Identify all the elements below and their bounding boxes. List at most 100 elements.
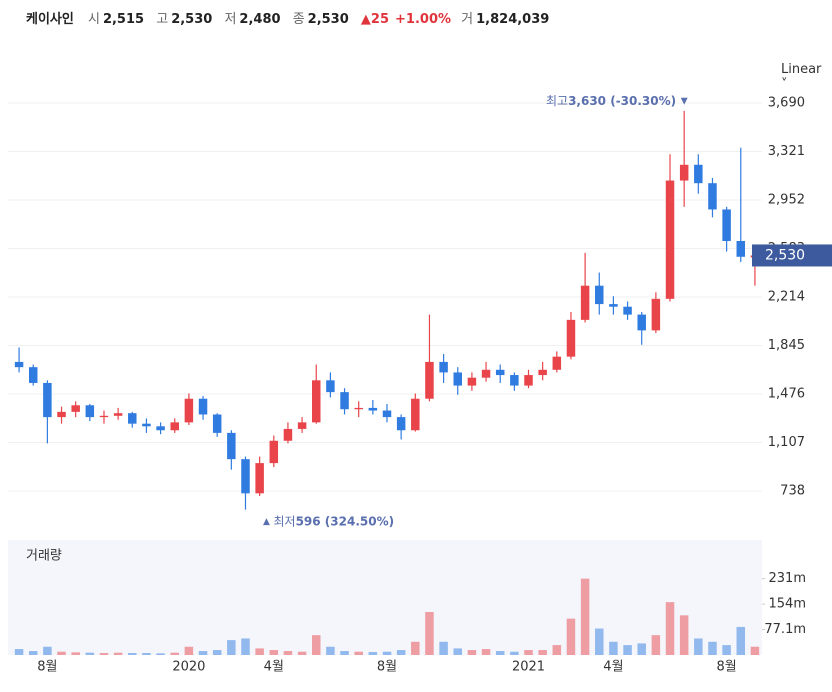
volume-bar (198, 651, 208, 655)
x-tick-label: 2021 (512, 660, 545, 675)
volume-bar (679, 615, 689, 655)
candle-body (57, 411, 66, 418)
volume-bar (283, 651, 293, 655)
last-price-box (752, 244, 832, 267)
volume-value: 1,824,039 (476, 12, 550, 27)
x-tick-label: 2020 (172, 660, 205, 675)
candle-body (312, 380, 321, 423)
y-tick-label: 3,690 (768, 96, 805, 111)
field-label: 고 (156, 12, 169, 27)
volume-bar (14, 649, 24, 655)
volume-bar (736, 626, 746, 655)
volume-bar (722, 645, 731, 655)
volume-bar (750, 646, 760, 655)
scale-menu-text[interactable]: Linear (781, 62, 822, 77)
annotation-text: 최고3,630 (-30.30%) (546, 93, 676, 107)
volume-bar (368, 652, 378, 655)
scale-menu[interactable]: Linear ˅ (781, 62, 822, 92)
candle-body (411, 398, 420, 431)
candle-body (439, 361, 448, 373)
candle-body (538, 369, 547, 376)
volume-bar (694, 638, 703, 655)
annotation-label: 최저 (273, 514, 295, 528)
candle-body (580, 285, 590, 320)
volume-bar (708, 641, 717, 655)
volume-bar (595, 628, 604, 655)
field-value: 2,530 (307, 12, 349, 27)
candle-body (184, 398, 194, 423)
candle-body (679, 164, 689, 181)
y-tick-label: 3,321 (768, 144, 805, 159)
volume-bar (382, 651, 392, 655)
volume-bar (425, 612, 434, 655)
annotation-value: 3,630 (-30.30%) (568, 93, 676, 107)
candle-body (354, 407, 363, 410)
y-tick-label: 1,107 (768, 435, 805, 450)
volume-bar (495, 651, 505, 655)
field-label: 저 (224, 12, 237, 27)
field-value: 2,515 (102, 12, 145, 27)
quote-header: 케이사인 시 2,515 고 2,530 저 2,480 종 2,530 ▲25 +1.0… (26, 8, 557, 27)
volume-bar (637, 643, 646, 655)
volume-bar (227, 640, 236, 655)
volume-bar (57, 651, 66, 655)
candle-body (425, 361, 434, 399)
field-label: 종 (292, 12, 305, 27)
volume-bar (85, 652, 95, 655)
volume-bar (312, 635, 321, 655)
candle-body (14, 361, 24, 368)
x-tick-label: 8월 (37, 660, 57, 675)
candle-body (481, 369, 491, 378)
candle-body (269, 440, 279, 464)
candle-body (71, 405, 80, 412)
candle-body (227, 432, 236, 460)
candle-body (99, 415, 109, 418)
volume-bar (623, 645, 632, 655)
volume-bar (297, 651, 307, 655)
change: ▲25 (360, 12, 390, 27)
candle-body (255, 463, 264, 494)
candle-body (708, 183, 717, 210)
candle-body (495, 369, 505, 376)
last-price-label: 2,530 (765, 247, 805, 263)
volume-bar (396, 650, 406, 655)
volume-bar (156, 653, 165, 655)
stock-name: 케이사인 (26, 12, 74, 27)
y-tick-label: 231m (769, 571, 806, 586)
candle-body (722, 209, 731, 242)
candle-body (552, 356, 562, 370)
x-tick-label: 8월 (377, 660, 397, 675)
x-tick-label: 4월 (603, 660, 623, 675)
volume-bar (467, 650, 477, 655)
candle-body (524, 375, 533, 386)
volume-bar (453, 648, 462, 655)
volume-bar (184, 646, 194, 655)
volume-bar (524, 650, 533, 655)
volume-bar (326, 646, 335, 655)
candle-body (382, 410, 392, 418)
volume-bar (538, 650, 547, 655)
volume-bar (580, 578, 590, 655)
volume-bar (439, 641, 448, 655)
candle-body (113, 413, 123, 416)
volume-bar (128, 653, 137, 655)
volume-bar (113, 652, 123, 655)
y-tick-label: 2,952 (768, 193, 805, 208)
volume-bar (665, 602, 675, 655)
candle-body (368, 407, 378, 411)
candle-body (43, 382, 52, 418)
candle-body (326, 380, 335, 393)
volume-bar (170, 652, 179, 655)
volume-bar (609, 641, 618, 655)
volume-bar (552, 645, 562, 655)
volume-bar (71, 652, 80, 655)
candle-body (595, 285, 604, 305)
candle-body (694, 164, 703, 184)
volume-bar (510, 651, 519, 655)
candle-body (453, 372, 462, 386)
candle-body (297, 422, 307, 429)
volume-bar (651, 635, 661, 655)
panel-title: 거래량 (26, 549, 62, 564)
